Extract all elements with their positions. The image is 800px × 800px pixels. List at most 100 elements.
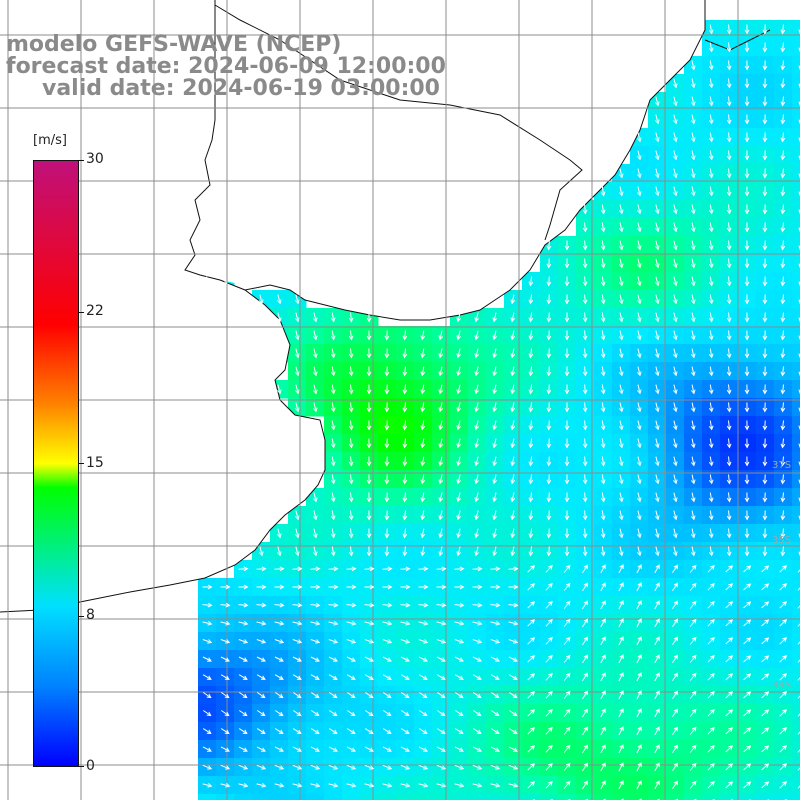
wind-arrow — [456, 492, 461, 503]
wind-arrow — [347, 710, 356, 717]
wind-arrow — [474, 474, 479, 485]
wind-arrow — [726, 150, 732, 161]
wind-arrow — [545, 600, 553, 609]
wind-arrow — [725, 619, 734, 627]
wind-arrow — [600, 762, 606, 772]
wind-arrow — [508, 656, 518, 662]
wind-arrow — [238, 602, 249, 608]
wind-arrow — [743, 763, 752, 771]
wind-arrow — [508, 674, 518, 680]
wind-arrow — [672, 564, 679, 573]
wind-arrow — [330, 456, 336, 467]
wind-arrow — [436, 764, 447, 770]
wind-arrow — [637, 420, 642, 431]
wind-cell — [792, 200, 800, 219]
wind-arrow — [546, 474, 552, 485]
wind-arrow — [310, 566, 321, 572]
wind-cell — [450, 794, 469, 800]
wind-arrow — [401, 710, 410, 717]
wind-cell — [522, 794, 541, 800]
wind-arrow — [312, 366, 318, 377]
wind-arrow — [655, 186, 660, 197]
wind-arrow — [528, 420, 534, 431]
wind-arrow — [418, 584, 429, 590]
wind-cell — [792, 92, 800, 111]
wind-arrow — [384, 438, 390, 449]
wind-arrow — [203, 692, 212, 699]
wind-arrow — [438, 348, 444, 359]
wind-arrow — [220, 656, 230, 662]
wind-arrow — [348, 402, 354, 413]
wind-arrow — [364, 783, 375, 788]
wind-arrow — [510, 294, 516, 305]
wind-arrow — [348, 474, 354, 485]
wind-arrow — [582, 780, 589, 790]
wind-cell — [576, 794, 595, 800]
wind-arrow — [510, 456, 516, 467]
wind-arrow — [743, 637, 752, 645]
wind-arrow — [673, 546, 678, 557]
wind-arrow — [689, 582, 697, 591]
wind-arrow — [436, 656, 446, 662]
wind-arrow — [618, 456, 624, 467]
wind-arrow — [637, 438, 642, 449]
wind-arrow — [582, 546, 588, 557]
wind-arrow — [690, 438, 696, 449]
wind-arrow — [744, 204, 750, 215]
wind-arrow — [527, 565, 536, 573]
colorbar-tickmark — [79, 312, 84, 313]
wind-arrow — [292, 656, 302, 662]
wind-arrow — [708, 366, 714, 377]
wind-arrow — [655, 456, 660, 467]
wind-arrow — [438, 330, 444, 341]
wind-arrow — [708, 312, 714, 323]
wind-arrow — [257, 710, 266, 717]
wind-arrow — [726, 366, 732, 377]
wind-arrow — [655, 222, 660, 233]
wind-arrow — [689, 744, 697, 753]
wind-arrow — [600, 402, 606, 413]
wind-arrow — [744, 492, 750, 503]
wind-cell — [684, 794, 703, 800]
wind-arrow — [797, 641, 800, 645]
wind-arrow — [436, 674, 446, 680]
wind-cell — [720, 794, 739, 800]
wind-arrow — [600, 492, 606, 503]
wind-arrow — [798, 551, 800, 557]
wind-arrow — [637, 384, 642, 395]
wind-arrow — [780, 402, 786, 413]
wind-arrow — [364, 566, 375, 572]
wind-arrow — [582, 654, 589, 664]
wind-arrow — [545, 708, 553, 717]
wind-arrow — [618, 636, 624, 646]
wind-arrow — [672, 618, 679, 627]
wind-arrow — [436, 620, 447, 626]
wind-arrow — [797, 731, 800, 735]
lat-label-35s: 35S — [772, 535, 791, 546]
wind-arrow — [690, 258, 696, 269]
wind-arrow — [618, 240, 624, 251]
wind-cell — [792, 506, 800, 525]
wind-arrow — [726, 24, 732, 35]
wind-arrow — [527, 637, 536, 645]
wind-arrow — [328, 602, 339, 608]
wind-arrow — [312, 312, 318, 323]
wind-arrow — [238, 783, 249, 788]
wind-arrow — [492, 348, 497, 359]
wind-arrow — [726, 438, 732, 449]
wind-arrow — [725, 583, 734, 591]
wind-arrow — [761, 727, 770, 735]
wind-arrow — [563, 762, 571, 771]
wind-arrow — [744, 438, 750, 449]
wind-arrow — [348, 438, 354, 449]
wind-arrow — [564, 384, 570, 395]
wind-arrow — [618, 744, 624, 754]
wind-cell — [540, 794, 559, 800]
wind-arrow — [797, 695, 800, 699]
wind-arrow — [364, 602, 375, 608]
wind-arrow — [456, 546, 461, 557]
wind-arrow — [472, 566, 483, 572]
wind-arrow — [690, 276, 696, 287]
wind-arrow — [798, 29, 800, 35]
wind-arrow — [366, 330, 372, 341]
